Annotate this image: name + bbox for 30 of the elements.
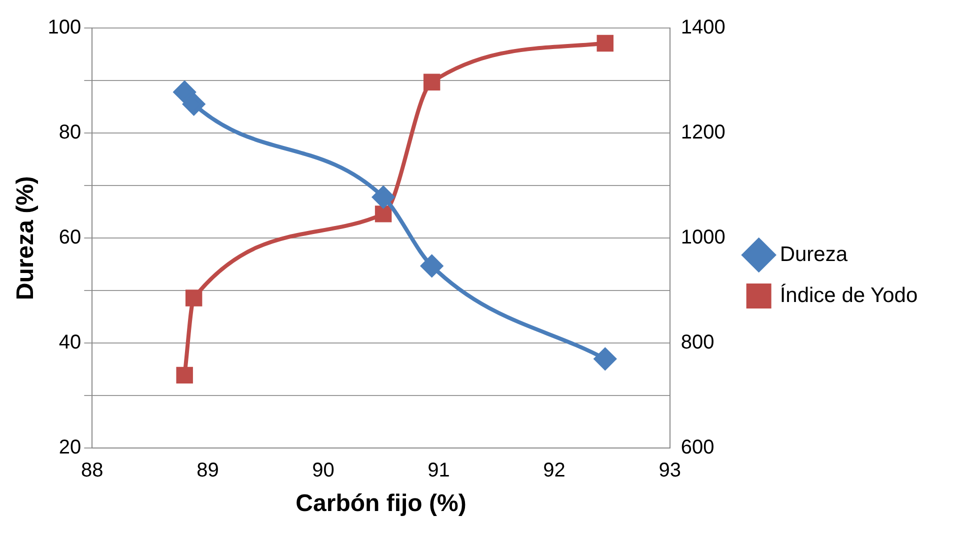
y2-tick-label: 600 <box>680 436 714 459</box>
point <box>374 206 392 222</box>
x-tick-label: 89 <box>196 460 219 482</box>
x-tick-label: 93 <box>658 460 681 482</box>
point <box>594 348 616 370</box>
point <box>596 34 614 52</box>
y-tick-label: 20 <box>58 436 82 459</box>
y-tick-label: 80 <box>58 122 82 144</box>
legend-label: Índice de Yodo <box>780 282 918 307</box>
x-axis-title: Carbón fijo (%) <box>296 490 466 518</box>
point <box>185 290 202 306</box>
legend-label: Dureza <box>780 242 848 266</box>
y2-tick-label: 1200 <box>680 122 726 144</box>
point <box>420 254 443 277</box>
point <box>174 81 196 104</box>
x-tick-label: 88 <box>81 460 104 482</box>
y-tick-label: 100 <box>48 16 82 39</box>
y2-tick-label: 1000 <box>680 226 726 249</box>
y-tick-label: 40 <box>58 332 82 354</box>
y2-tick-label: 800 <box>680 332 714 354</box>
point <box>423 74 440 90</box>
y2-tick-label: 1400 <box>680 16 726 39</box>
y-tick-label: 60 <box>58 226 82 249</box>
x-tick-label: 91 <box>428 460 450 482</box>
point <box>182 93 205 116</box>
y-axis-title: Dureza (%) <box>12 176 40 300</box>
point <box>372 186 394 208</box>
point <box>176 366 193 384</box>
x-tick-label: 90 <box>312 460 334 482</box>
x-tick-label: 92 <box>543 460 566 482</box>
